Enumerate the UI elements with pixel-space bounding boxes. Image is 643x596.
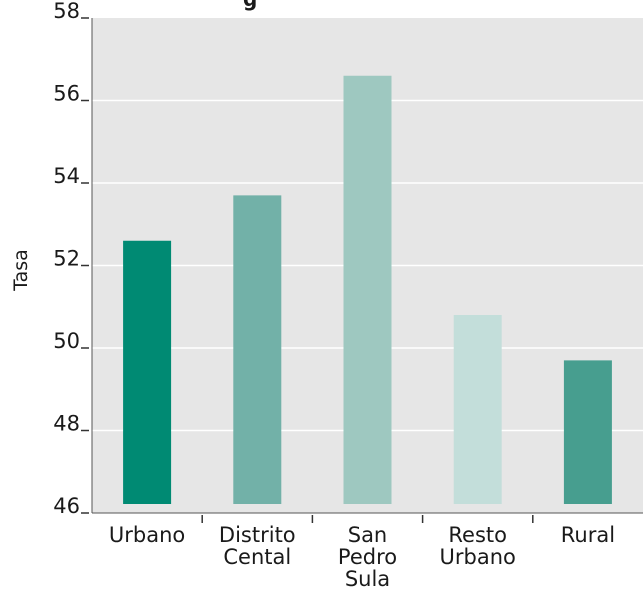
y-axis-title: Tasa (10, 249, 32, 292)
y-tick-label: 50 (53, 329, 80, 353)
x-category-label: Distrito Cental (219, 523, 296, 569)
y-tick-label: 46 (53, 494, 80, 518)
bar (123, 240, 172, 504)
y-tick-label: 58 (53, 0, 80, 23)
x-category-label: Rural (561, 523, 615, 547)
x-axis-ticks (201, 515, 534, 523)
x-category-label: Resto Urbano (440, 523, 516, 569)
x-category-label: Urbano (109, 523, 185, 547)
chart-title-fragment: g (243, 0, 257, 11)
bar (343, 75, 392, 504)
y-tick-label: 56 (53, 82, 80, 106)
y-tick-label: 54 (53, 164, 80, 188)
bar (563, 360, 612, 504)
bars (123, 75, 612, 504)
x-axis-labels: Urbano Distrito Cental San Pedro Sula Resto Urb… (109, 523, 615, 591)
bar (233, 195, 282, 504)
bar (453, 315, 502, 504)
y-axis-ticks: 46 48 50 52 54 56 58 (53, 0, 89, 518)
y-tick-label: 52 (53, 247, 80, 271)
y-tick-label: 48 (53, 412, 80, 436)
x-category-label: San Pedro Sula (338, 523, 397, 591)
